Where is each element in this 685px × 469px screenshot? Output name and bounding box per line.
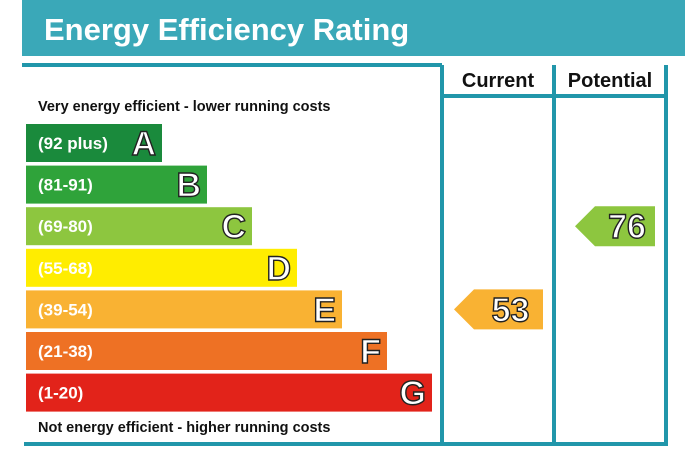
band-g-letter: G <box>400 375 426 413</box>
band-g-bar <box>26 373 432 412</box>
band-g-range: (1-20) <box>38 384 83 403</box>
potential-rating-arrow <box>575 206 655 247</box>
note-efficient: Very energy efficient - lower running co… <box>38 99 331 115</box>
chart-title: Energy Efficiency Rating <box>44 12 409 47</box>
band-b-range: (81-91) <box>38 176 93 195</box>
title-bar <box>22 0 685 56</box>
band-a-range: (92 plus) <box>38 134 108 153</box>
rating-arrows: 53 76 <box>454 206 655 330</box>
current-header: Current <box>462 70 535 92</box>
band-c-letter: C <box>221 208 246 246</box>
chart-frame <box>22 63 668 446</box>
note-inefficient: Not energy efficient - higher running co… <box>38 420 330 436</box>
rating-bands: (92 plus) A (81-91) B (69-80) C (55-68) D (39-54… <box>26 124 432 413</box>
band-d-bar <box>26 248 297 287</box>
band-d-letter: D <box>266 250 291 288</box>
band-f-range: (21-38) <box>38 342 93 361</box>
band-c-bar <box>26 207 252 246</box>
current-rating-arrow <box>454 289 543 330</box>
band-a-letter: A <box>131 125 156 163</box>
potential-rating-value: 76 <box>608 208 646 246</box>
band-e-letter: E <box>313 291 336 329</box>
band-f-letter: F <box>360 333 381 371</box>
band-a-bar <box>26 124 162 162</box>
band-b-bar <box>26 165 207 204</box>
current-rating-value: 53 <box>492 291 530 329</box>
band-c-range: (69-80) <box>38 217 93 236</box>
band-e-bar <box>26 290 342 329</box>
potential-header: Potential <box>568 70 652 92</box>
band-f-bar <box>26 332 387 370</box>
band-b-letter: B <box>176 167 201 205</box>
band-e-range: (39-54) <box>38 300 93 319</box>
band-d-range: (55-68) <box>38 259 93 278</box>
